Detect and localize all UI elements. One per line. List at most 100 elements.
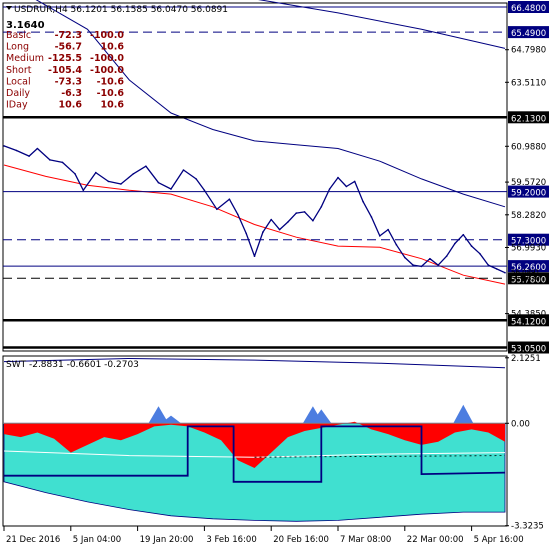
price-point bbox=[404, 256, 406, 259]
info-row-value-1: -125.5 bbox=[48, 53, 82, 64]
level-price-label: 53.0500 bbox=[511, 345, 546, 355]
price-point bbox=[82, 189, 85, 192]
info-panel-header: 3.1640 bbox=[6, 20, 45, 31]
price-point bbox=[49, 159, 51, 161]
level-price-tag bbox=[508, 1, 549, 13]
level-price-label: 54.1200 bbox=[511, 317, 546, 327]
time-tick-label: 20 Feb 16:00 bbox=[273, 535, 329, 545]
info-row-value-1: 10.6 bbox=[59, 100, 83, 111]
price-point bbox=[203, 189, 206, 192]
swt-cyan-band bbox=[3, 422, 506, 522]
chart-title: USDRUR,H4 56.1201 56.1585 56.0470 56.089… bbox=[14, 5, 228, 15]
swt-blue-spike bbox=[148, 406, 169, 424]
price-point bbox=[495, 268, 498, 270]
swt-tick-label: 0.00 bbox=[511, 419, 530, 429]
time-tick-label: 7 Mar 08:00 bbox=[340, 535, 391, 545]
level-price-label: 65.4900 bbox=[511, 29, 546, 39]
price-point bbox=[437, 264, 440, 266]
price-point bbox=[295, 212, 298, 214]
level-price-tag bbox=[508, 233, 549, 246]
price-point bbox=[216, 208, 218, 211]
price-tick-label: 64.7980 bbox=[511, 46, 546, 56]
info-row-value-1: -105.4 bbox=[48, 65, 82, 76]
indicator-panel-frame bbox=[2, 355, 508, 527]
price-point bbox=[370, 216, 373, 218]
price-point bbox=[262, 231, 264, 233]
info-row-value-2: 10.6 bbox=[101, 100, 125, 111]
price-point bbox=[487, 264, 490, 266]
info-row-value-2: -10.6 bbox=[97, 88, 125, 99]
info-panel: Basic -72.3 -100.0 Long -56.7 10.6 Medium -125.… bbox=[6, 30, 124, 111]
swt-upper-line bbox=[3, 357, 506, 369]
moving-average-navy bbox=[35, 0, 506, 208]
price-point bbox=[445, 255, 448, 257]
price-point bbox=[270, 218, 273, 221]
time-tick-label: 19 Jan 20:00 bbox=[140, 535, 194, 545]
price-point bbox=[387, 228, 389, 231]
price-point bbox=[337, 176, 339, 179]
price-point bbox=[107, 180, 110, 183]
info-row-label: Medium bbox=[6, 53, 44, 64]
level-price-label: 66.4800 bbox=[511, 4, 546, 14]
price-tick-label: 60.9880 bbox=[511, 142, 546, 152]
level-price-label: 62.1300 bbox=[511, 114, 546, 124]
price-point bbox=[479, 252, 481, 255]
time-tick-label: 5 Apr 16:00 bbox=[474, 535, 524, 545]
price-point bbox=[120, 183, 122, 185]
time-tick-label: 21 Dec 2016 bbox=[6, 535, 60, 545]
price-point bbox=[15, 149, 18, 152]
current-price-label: 55.9670 bbox=[511, 275, 540, 283]
price-point bbox=[237, 213, 239, 216]
info-row-label: Daily bbox=[6, 88, 30, 99]
price-point bbox=[157, 181, 160, 184]
price-point bbox=[395, 244, 398, 246]
level-price-tag bbox=[508, 260, 549, 273]
swt-blue-spike bbox=[311, 409, 332, 424]
level-price-tag bbox=[508, 111, 549, 124]
price-panel-frame bbox=[2, 2, 508, 352]
price-point bbox=[287, 221, 289, 223]
price-point bbox=[95, 171, 97, 174]
price-point bbox=[462, 233, 465, 236]
info-row-value-2: -100.0 bbox=[90, 30, 124, 41]
price-point bbox=[278, 228, 281, 231]
swt-indicator-layer bbox=[3, 357, 507, 522]
moving-average-navy-long bbox=[258, 0, 506, 49]
info-row-value-2: -100.0 bbox=[90, 53, 124, 64]
level-price-label: 55.7800 bbox=[511, 275, 546, 285]
price-point bbox=[362, 200, 364, 203]
info-row-value-1: -56.7 bbox=[55, 42, 82, 53]
swt-tick-label: 2.1251 bbox=[511, 354, 541, 364]
price-point bbox=[412, 264, 414, 266]
info-row-value-1: -73.3 bbox=[55, 76, 82, 87]
level-price-label: 57.3000 bbox=[511, 237, 546, 247]
info-row-value-2: 10.6 bbox=[101, 42, 125, 53]
price-point bbox=[429, 257, 431, 260]
info-row-value-2: -10.6 bbox=[97, 76, 125, 87]
swt-red-area bbox=[4, 421, 505, 468]
price-point bbox=[28, 155, 30, 157]
price-tick-label: 54.3850 bbox=[511, 310, 546, 320]
time-tick-label: 3 Feb 16:00 bbox=[206, 535, 256, 545]
level-price-tag bbox=[508, 272, 549, 285]
price-point bbox=[61, 161, 64, 164]
price-point bbox=[345, 185, 348, 188]
info-row-label: Long bbox=[6, 42, 29, 53]
info-row-value-1: -72.3 bbox=[55, 30, 82, 41]
time-tick-label: 5 Jan 04:00 bbox=[73, 535, 121, 545]
price-layer bbox=[3, 0, 506, 285]
level-price-tag bbox=[508, 26, 549, 39]
info-row-label: Basic bbox=[6, 30, 31, 41]
level-price-label: 56.2600 bbox=[511, 263, 546, 273]
info-row-label: Local bbox=[6, 76, 31, 87]
info-row-value-1: -6.3 bbox=[61, 88, 82, 99]
axis-layer: 64.7980 63.5110 60.9880 59.5720 58.2820 56.99… bbox=[3, 46, 546, 545]
level-price-label: 59.2000 bbox=[511, 189, 546, 199]
current-price-label: 56.0891 bbox=[511, 269, 540, 277]
collapse-triangle-icon[interactable] bbox=[6, 6, 12, 10]
price-point bbox=[312, 219, 314, 222]
price-point bbox=[320, 206, 323, 208]
swt-dashed-line bbox=[254, 455, 506, 458]
indicator-title: SWT -2.8831 -0.6601 -0.2703 bbox=[6, 360, 139, 370]
price-point bbox=[504, 271, 506, 274]
